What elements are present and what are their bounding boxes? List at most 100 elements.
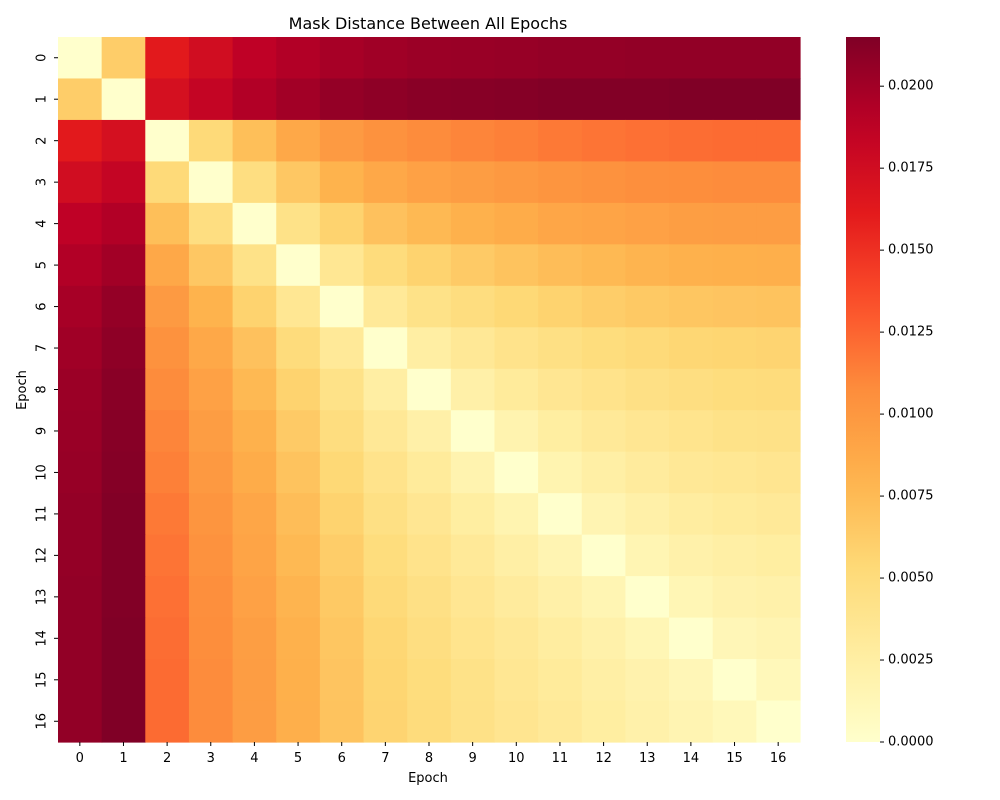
heatmap-cell [145,368,190,411]
y-tick-label: 1 [35,95,50,103]
heatmap-cell [276,410,321,453]
y-tick-label: 11 [35,506,50,523]
heatmap-cell [188,37,234,80]
heatmap-cell [319,37,365,80]
heatmap-cell [712,37,757,80]
heatmap-cell [538,327,583,370]
heatmap-cell [188,244,234,287]
heatmap-cell [756,161,801,204]
heatmap-cell [581,119,627,163]
heatmap-cell [58,119,103,163]
heatmap-cell [669,700,714,743]
heatmap-cell [756,202,801,245]
heatmap-cell [276,576,321,619]
heatmap-cell [232,327,277,370]
heatmap-cell [494,617,539,660]
x-tick-label: 7 [381,751,389,766]
heatmap-cell [276,617,321,660]
heatmap-cell [625,534,670,577]
heatmap-cell [145,327,190,370]
heatmap-cell [101,244,146,287]
heatmap-cell [494,410,539,453]
heatmap-cell [145,202,190,245]
heatmap-cell [276,700,321,743]
heatmap-cell [145,410,190,453]
heatmap-cell [756,37,801,80]
y-tick-label: 8 [35,385,50,393]
heatmap-cell [276,451,321,494]
heatmap-cell [145,37,190,80]
heatmap-cell [712,617,757,660]
heatmap-cell [145,617,190,660]
heatmap-cell [494,37,539,80]
colorbar-tick-label: 0.0000 [888,735,934,750]
heatmap-cell [58,534,103,577]
heatmap-cell [232,37,277,80]
heatmap-cell [669,285,714,328]
y-tick-label: 0 [35,54,50,62]
heatmap-cell [581,659,627,702]
heatmap-cell [58,78,103,121]
heatmap-cell [188,700,234,743]
heatmap-cell [363,327,408,370]
heatmap-cell [319,119,365,163]
heatmap-cell [276,534,321,577]
heatmap-cell [188,659,234,702]
heatmap-cell [188,327,234,370]
y-tick-label: 6 [35,302,50,310]
heatmap-cell [319,659,365,702]
heatmap-cell [712,368,757,411]
y-tick-label: 16 [35,713,50,730]
chart-title: Mask Distance Between All Epochs [289,14,568,33]
heatmap-cell [669,576,714,619]
heatmap-cell [756,451,801,494]
heatmap-cell [625,410,670,453]
x-tick-label: 2 [163,751,171,766]
heatmap-cell [319,493,365,536]
y-tick-label: 12 [35,547,50,564]
colorbar-tick-label: 0.0200 [888,79,934,94]
heatmap-cell [58,451,103,494]
heatmap-cell [58,617,103,660]
heatmap-cell [538,368,583,411]
heatmap-cell [232,617,277,660]
heatmap-cell [188,119,234,163]
heatmap-cell [276,493,321,536]
heatmap-cell [319,576,365,619]
heatmap-cell [625,493,670,536]
heatmap-cell [712,119,757,163]
heatmap-cell [407,37,452,80]
x-tick-label: 13 [639,751,656,766]
x-tick-label: 11 [552,751,569,766]
colorbar-tick-label: 0.0050 [888,571,934,586]
heatmap-cell [625,576,670,619]
heatmap-cell [407,534,452,577]
heatmap-cell [188,285,234,328]
heatmap-cell [232,576,277,619]
y-tick-label: 4 [35,219,50,227]
heatmap-cell [450,368,496,411]
heatmap-cell [625,451,670,494]
heatmap-cell [363,285,408,328]
heatmap-cell [538,285,583,328]
heatmap-cell [101,617,146,660]
heatmap-cell [188,534,234,577]
heatmap-cell [669,451,714,494]
heatmap-cell [276,202,321,245]
heatmap-cell [756,576,801,619]
heatmap-cell [101,327,146,370]
heatmap-cell [232,659,277,702]
heatmap-cell [756,285,801,328]
heatmap-cell [669,161,714,204]
heatmap-cell [494,285,539,328]
heatmap-cell [101,161,146,204]
heatmap-cell [712,161,757,204]
heatmap-cell [450,37,496,80]
heatmap-cell [494,119,539,163]
heatmap-cell [101,368,146,411]
heatmap-cell [494,659,539,702]
heatmap-cell [625,119,670,163]
heatmap-cell [494,161,539,204]
heatmap-cell [188,451,234,494]
heatmap-cell [756,534,801,577]
